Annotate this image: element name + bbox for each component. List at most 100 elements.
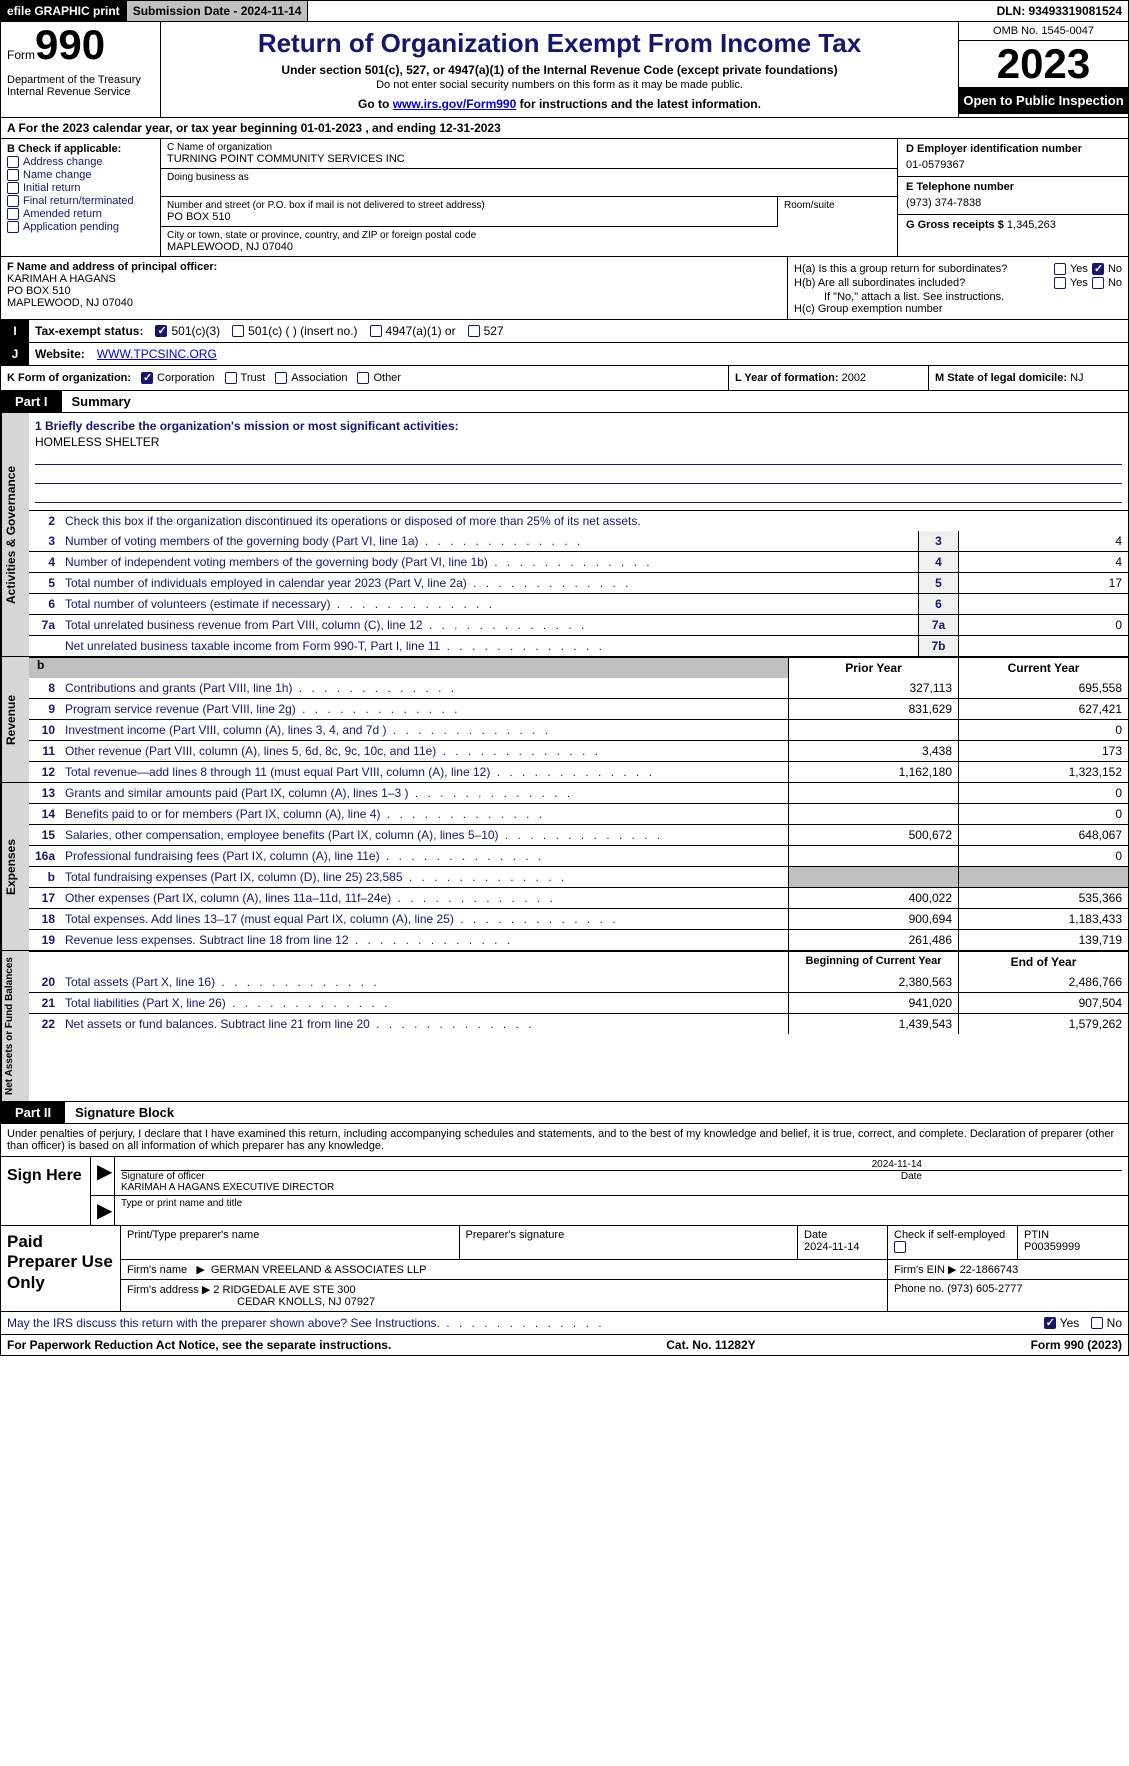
submission-date: Submission Date - 2024-11-14 xyxy=(127,1,309,21)
summary-line: Net unrelated business taxable income fr… xyxy=(29,635,1128,656)
j-marker: J xyxy=(1,343,29,365)
chk-trust[interactable] xyxy=(225,372,237,384)
org-name-label: C Name of organization xyxy=(167,142,891,153)
row-a-period: A For the 2023 calendar year, or tax yea… xyxy=(0,118,1129,139)
netassets-line: 21Total liabilities (Part X, line 26)941… xyxy=(29,992,1128,1013)
footer-mid: Cat. No. 11282Y xyxy=(666,1338,755,1352)
lbl-assoc: Association xyxy=(291,372,347,384)
form-title: Return of Organization Exempt From Incom… xyxy=(171,28,948,59)
lbl-name-change: Name change xyxy=(23,169,92,181)
hdr-current-year: Current Year xyxy=(958,658,1128,678)
chk-hb-no[interactable] xyxy=(1092,277,1104,289)
chk-assoc[interactable] xyxy=(275,372,287,384)
chk-other[interactable] xyxy=(357,372,369,384)
chk-527[interactable] xyxy=(468,325,480,337)
firm-name: GERMAN VREELAND & ASSOCIATES LLP xyxy=(211,1264,427,1276)
chk-initial-return[interactable] xyxy=(7,182,19,194)
lbl-no: No xyxy=(1108,263,1122,275)
f-name: KARIMAH A HAGANS xyxy=(7,273,781,285)
chk-ha-yes[interactable] xyxy=(1054,263,1066,275)
l-label: L Year of formation: xyxy=(735,372,839,384)
city-label: City or town, state or province, country… xyxy=(167,230,891,241)
dept-label: Department of the Treasury Internal Reve… xyxy=(7,74,154,98)
chk-address-change[interactable] xyxy=(7,156,19,168)
firm-phone-label: Phone no. xyxy=(894,1283,944,1295)
chk-final-return[interactable] xyxy=(7,195,19,207)
website-link[interactable]: WWW.TPCSINC.ORG xyxy=(97,347,217,361)
preparer-label: Paid Preparer Use Only xyxy=(1,1226,121,1311)
lbl-501c3: 501(c)(3) xyxy=(171,324,220,338)
type-name-label: Type or print name and title xyxy=(115,1196,1128,1225)
firm-addr1: 2 RIDGEDALE AVE STE 300 xyxy=(213,1284,355,1296)
prep-check-label: Check if self-employed xyxy=(894,1229,1005,1241)
part1-title: Summary xyxy=(62,391,141,412)
expenses-section: Expenses 13Grants and similar amounts pa… xyxy=(0,783,1129,951)
netassets-section: Net Assets or Fund Balances Beginning of… xyxy=(0,951,1129,1102)
expense-line: 16aProfessional fundraising fees (Part I… xyxy=(29,845,1128,866)
lbl-corp: Corporation xyxy=(157,372,214,384)
revenue-line: 12Total revenue—add lines 8 through 11 (… xyxy=(29,761,1128,782)
org-name: TURNING POINT COMMUNITY SERVICES INC xyxy=(167,153,891,165)
footer-left: For Paperwork Reduction Act Notice, see … xyxy=(7,1338,391,1352)
row-klm: K Form of organization: Corporation Trus… xyxy=(0,366,1129,391)
firm-ein: 22-1866743 xyxy=(960,1264,1019,1276)
chk-discuss-yes[interactable] xyxy=(1044,1317,1056,1329)
line1-label: 1 Briefly describe the organization's mi… xyxy=(35,419,459,433)
city-value: MAPLEWOOD, NJ 07040 xyxy=(167,241,891,253)
summary-line: 4Number of independent voting members of… xyxy=(29,551,1128,572)
side-governance: Activities & Governance xyxy=(1,413,29,656)
lbl-no-2: No xyxy=(1108,277,1122,289)
footer-right: Form 990 (2023) xyxy=(1031,1338,1122,1352)
efile-label: efile GRAPHIC print xyxy=(1,1,127,21)
col-b-label: B Check if applicable: xyxy=(7,143,154,155)
col-b-checkboxes: B Check if applicable: Address change Na… xyxy=(1,139,161,256)
chk-hb-yes[interactable] xyxy=(1054,277,1066,289)
lbl-yes-3: Yes xyxy=(1060,1316,1080,1330)
lbl-527: 527 xyxy=(484,324,504,338)
row-j: J Website: WWW.TPCSINC.ORG xyxy=(0,343,1129,366)
prep-name-label: Print/Type preparer's name xyxy=(127,1229,259,1241)
chk-self-employed[interactable] xyxy=(894,1241,906,1253)
hdr-end-year: End of Year xyxy=(958,952,1128,972)
chk-app-pending[interactable] xyxy=(7,221,19,233)
summary-line: 6Total number of volunteers (estimate if… xyxy=(29,593,1128,614)
lbl-initial-return: Initial return xyxy=(23,182,80,194)
revenue-line: 8Contributions and grants (Part VIII, li… xyxy=(29,678,1128,698)
chk-name-change[interactable] xyxy=(7,169,19,181)
line1-value: HOMELESS SHELTER xyxy=(35,435,1122,449)
goto-post: for instructions and the latest informat… xyxy=(516,97,761,111)
addr-value: PO BOX 510 xyxy=(167,211,771,223)
chk-corp[interactable] xyxy=(141,372,153,384)
j-label: Website: xyxy=(35,347,85,361)
summary-line: 5Total number of individuals employed in… xyxy=(29,572,1128,593)
firm-name-label: Firm's name xyxy=(127,1264,187,1276)
chk-501c[interactable] xyxy=(232,325,244,337)
expense-line: 15Salaries, other compensation, employee… xyxy=(29,824,1128,845)
form-subtitle: Under section 501(c), 527, or 4947(a)(1)… xyxy=(171,63,948,77)
receipts-value: 1,345,263 xyxy=(1007,219,1056,231)
ein-value: 01-0579367 xyxy=(906,155,1120,171)
f-addr2: MAPLEWOOD, NJ 07040 xyxy=(7,297,781,309)
summary-line: 7aTotal unrelated business revenue from … xyxy=(29,614,1128,635)
page-footer: For Paperwork Reduction Act Notice, see … xyxy=(0,1335,1129,1356)
row-i: I Tax-exempt status: 501(c)(3) 501(c) ( … xyxy=(0,320,1129,343)
chk-4947[interactable] xyxy=(370,325,382,337)
firm-addr2: CEDAR KNOLLS, NJ 07927 xyxy=(127,1296,375,1308)
hdr-begin-year: Beginning of Current Year xyxy=(788,952,958,972)
part2-header: Part II Signature Block xyxy=(0,1102,1129,1124)
form-number: 990 xyxy=(35,21,105,68)
form-subtitle-2: Do not enter social security numbers on … xyxy=(171,79,948,91)
part2-label: Part II xyxy=(1,1102,65,1123)
chk-501c3[interactable] xyxy=(155,325,167,337)
chk-ha-no[interactable] xyxy=(1092,263,1104,275)
dln: DLN: 93493319081524 xyxy=(991,1,1128,21)
receipts-label: G Gross receipts $ xyxy=(906,219,1004,231)
goto-link[interactable]: www.irs.gov/Form990 xyxy=(393,97,517,111)
form-header: Form990 Department of the Treasury Inter… xyxy=(0,22,1129,118)
lbl-other: Other xyxy=(373,372,401,384)
arrow-icon: ▶ xyxy=(91,1157,115,1195)
netassets-line: 20Total assets (Part X, line 16)2,380,56… xyxy=(29,972,1128,992)
goto-line: Go to www.irs.gov/Form990 for instructio… xyxy=(171,97,948,111)
chk-discuss-no[interactable] xyxy=(1091,1317,1103,1329)
chk-amended[interactable] xyxy=(7,208,19,220)
